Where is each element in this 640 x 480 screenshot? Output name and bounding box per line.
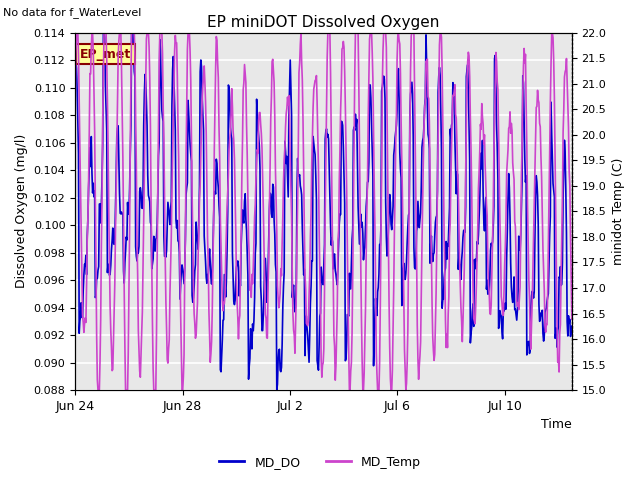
Y-axis label: Dissolved Oxygen (mg/l): Dissolved Oxygen (mg/l) (15, 134, 28, 288)
Y-axis label: minidot Temp (C): minidot Temp (C) (612, 157, 625, 265)
Title: EP miniDOT Dissolved Oxygen: EP miniDOT Dissolved Oxygen (207, 15, 440, 30)
Text: EP_met: EP_met (80, 48, 131, 60)
X-axis label: Time: Time (541, 419, 572, 432)
Legend: MD_DO, MD_Temp: MD_DO, MD_Temp (214, 451, 426, 474)
Text: No data for f_WaterLevel: No data for f_WaterLevel (3, 7, 141, 18)
